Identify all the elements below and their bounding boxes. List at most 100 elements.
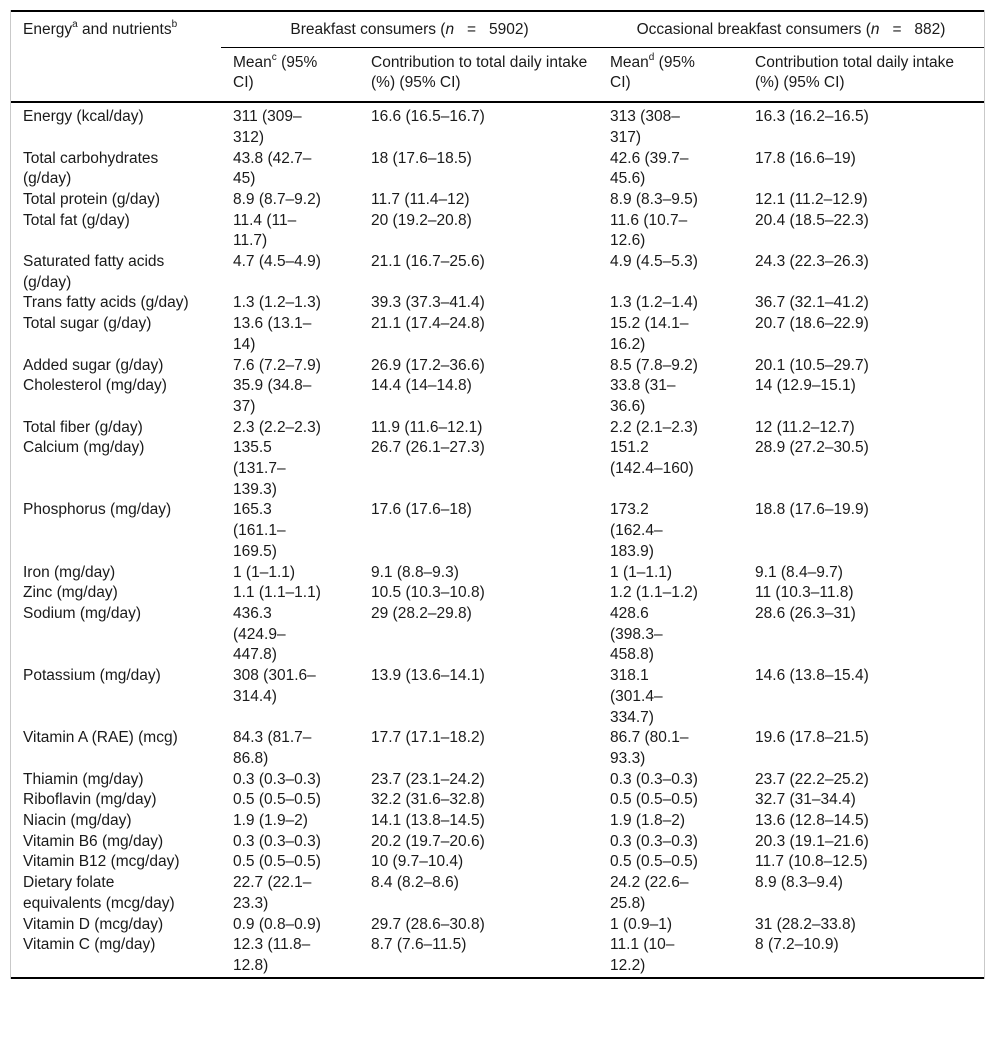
cell-text: Cholesterol (mg/day) [23,377,167,395]
column-header-obc-contribution: Contribution total daily intake (%) (95%… [743,47,985,104]
cell-text: 14.1 (13.8–14.5) [371,812,485,830]
cell-text: 24.2 (22.6–25.8) [610,874,689,912]
cell-text: Total protein (g/day) [23,190,160,208]
cell-text: 24.3 (22.3–26.3) [755,253,869,271]
obc-mean-cell: 4.9 (4.5–5.3) [598,252,743,293]
cell-text: 12 (11.2–12.7) [755,418,855,436]
bc-contribution-cell: 29 (28.2–29.8) [359,604,598,666]
cell-text: 22.7 (22.1–23.3) [233,874,312,912]
table-row: Iron (mg/day) 1 (1–1.1) 9.1 (8.8–9.3) 1 (1–… [11,563,984,584]
group-n-value: = 5902) [454,21,529,38]
table-row: Zinc (mg/day) 1.1 (1.1–1.1) 10.5 (10.3–10.… [11,583,984,604]
obc-mean-cell: 33.8 (31–36.6) [598,376,743,417]
cell-text: 19.6 (17.8–21.5) [755,729,869,747]
cell-text: 28.9 (27.2–30.5) [755,439,869,457]
bc-contribution-cell: 21.1 (16.7–25.6) [359,252,598,293]
obc-contribution-cell: 28.6 (26.3–31) [743,604,984,666]
cell-text: 135.5 (131.7–139.3) [233,439,286,498]
table-row: Dietary folate equivalents (mcg/day) 22.7… [11,873,984,914]
table-row: Energy (kcal/day) 311 (309–312) 16.6 (16.5… [11,102,984,148]
nutrient-name-cell: Niacin (mg/day) [11,811,221,832]
nutrient-name-cell: Dietary folate equivalents (mcg/day) [11,873,221,914]
cell-text: 14.6 (13.8–15.4) [755,667,869,685]
obc-contribution-cell: 9.1 (8.4–9.7) [743,563,984,584]
obc-mean-cell: 1.2 (1.1–1.2) [598,583,743,604]
bc-mean-cell: 0.5 (0.5–0.5) [221,790,359,811]
bc-contribution-cell: 17.6 (17.6–18) [359,500,598,562]
nutrient-name-cell: Saturated fatty acids (g/day) [11,252,221,293]
obc-mean-cell: 0.3 (0.3–0.3) [598,770,743,791]
nutrient-intake-table: Energya and nutrientsb Breakfast consume… [11,10,985,979]
bc-contribution-cell: 10 (9.7–10.4) [359,852,598,873]
nutrient-name-cell: Total sugar (g/day) [11,314,221,355]
cell-text: 7.6 (7.2–7.9) [233,356,321,374]
cell-text: 20 (19.2–20.8) [371,211,472,229]
obc-contribution-cell: 36.7 (32.1–41.2) [743,293,984,314]
cell-text: 17.8 (16.6–19) [755,149,856,167]
cell-text: Total carbohydrates (g/day) [23,149,159,188]
cell-text: 17.6 (17.6–18) [371,501,472,519]
cell-text: 428.6 (398.3–458.8) [610,604,663,664]
nutrient-name-cell: Total fat (g/day) [11,211,221,252]
cell-text: 8.9 (8.3–9.5) [610,190,698,208]
table-row: Vitamin A (RAE) (mcg) 84.3 (81.7–86.8) 17.… [11,728,984,769]
cell-text: 11 (10.3–11.8) [755,584,854,602]
obc-contribution-cell: 31 (28.2–33.8) [743,915,984,936]
bc-contribution-cell: 20.2 (19.7–20.6) [359,832,598,853]
column-header-energy-and-nutrients: Energya and nutrientsb [11,11,221,104]
cell-text: Phosphorus (mg/day) [23,501,172,519]
cell-text: Sodium (mg/day) [23,604,142,622]
obc-contribution-cell: 20.3 (19.1–21.6) [743,832,984,853]
footnote-marker-c: c [271,51,277,63]
cell-text: Total fat (g/day) [23,211,130,229]
obc-contribution-cell: 12.1 (11.2–12.9) [743,190,984,211]
obc-mean-cell: 318.1 (301.4–334.7) [598,666,743,728]
nutrient-name-cell: Phosphorus (mg/day) [11,500,221,562]
cell-text: 1 (1–1.1) [610,563,673,581]
cell-text: 20.4 (18.5–22.3) [755,211,869,229]
bc-mean-cell: 11.4 (11–11.7) [221,211,359,252]
sub-header-text: Contribution total daily intake (%) (95%… [755,53,955,92]
group-label: Breakfast consumers ( [290,21,446,38]
bc-mean-cell: 84.3 (81.7–86.8) [221,728,359,769]
cell-text: 9.1 (8.4–9.7) [755,563,843,581]
nutrient-name-cell: Total carbohydrates (g/day) [11,149,221,190]
bc-mean-cell: 135.5 (131.7–139.3) [221,438,359,500]
bc-mean-cell: 311 (309–312) [221,102,359,148]
cell-text: 14 (12.9–15.1) [755,377,856,395]
group-header-row: Energya and nutrientsb Breakfast consume… [11,11,985,104]
cell-text: 10 (9.7–10.4) [371,853,464,871]
bc-contribution-cell: 11.9 (11.6–12.1) [359,418,598,439]
bc-mean-cell: 13.6 (13.1–14) [221,314,359,355]
cell-text: 9.1 (8.8–9.3) [371,563,459,581]
bc-mean-cell: 436.3 (424.9–447.8) [221,604,359,666]
group-label: Occasional breakfast consumers ( [636,21,871,38]
bc-mean-cell: 8.9 (8.7–9.2) [221,190,359,211]
italic-n: n [870,21,880,38]
bc-mean-cell: 0.5 (0.5–0.5) [221,852,359,873]
bc-contribution-cell: 10.5 (10.3–10.8) [359,583,598,604]
cell-text: 8.4 (8.2–8.6) [371,874,459,892]
table-row: Total fat (g/day) 11.4 (11–11.7) 20 (19.2–… [11,211,984,252]
cell-text: 11.6 (10.7–12.6) [610,211,688,250]
mean-label: Mean [233,53,272,71]
cell-text: 1.1 (1.1–1.1) [233,584,321,602]
cell-text: Trans fatty acids (g/day) [23,294,189,312]
cell-text: 436.3 (424.9–447.8) [233,604,286,664]
cell-text: 165.3 (161.1–169.5) [233,501,286,560]
bc-mean-cell: 308 (301.6–314.4) [221,666,359,728]
cell-text: 0.3 (0.3–0.3) [233,770,321,788]
cell-text: Vitamin B12 (mcg/day) [23,853,180,871]
cell-text: 308 (301.6–314.4) [233,667,316,705]
nutrient-name-cell: Total protein (g/day) [11,190,221,211]
obc-contribution-cell: 18.8 (17.6–19.9) [743,500,984,562]
cell-text: 11.7 (11.4–12) [371,190,470,208]
obc-mean-cell: 1.9 (1.8–2) [598,811,743,832]
nutrient-name-cell: Vitamin D (mcg/day) [11,915,221,936]
cell-text: 1.3 (1.2–1.4) [610,294,698,312]
ci-label: (95% CI) [233,53,318,92]
bc-contribution-cell: 14.4 (14–14.8) [359,376,598,417]
sub-header-text: Meand (95% CI) [610,52,700,94]
obc-contribution-cell: 13.6 (12.8–14.5) [743,811,984,832]
obc-mean-cell: 11.1 (10–12.2) [598,935,743,977]
